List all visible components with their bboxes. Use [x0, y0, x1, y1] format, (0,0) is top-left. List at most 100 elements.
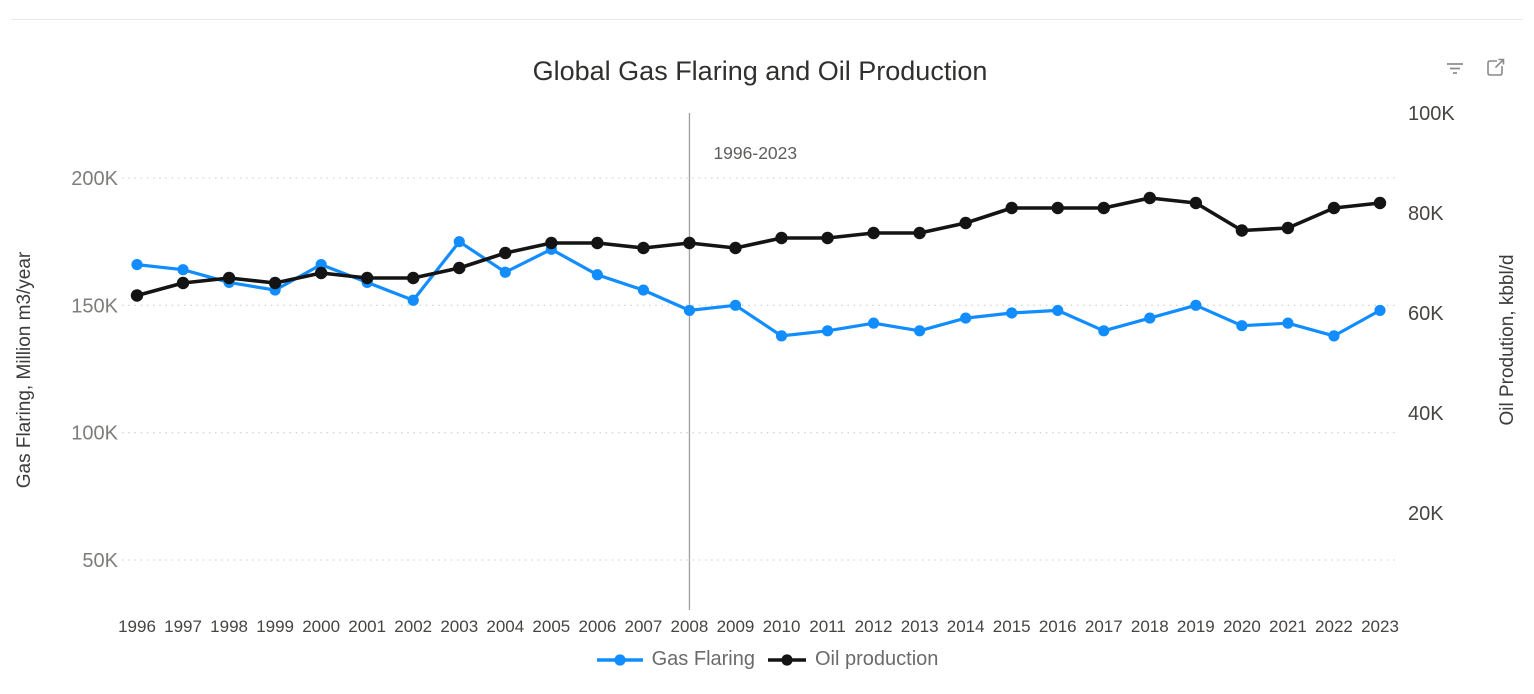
point-oil-production-2001[interactable]: [360, 271, 374, 285]
point-oil-production-2012[interactable]: [867, 226, 880, 240]
point-oil-production-2007[interactable]: [637, 241, 650, 255]
legend-label-oil-production: Oil production: [814, 648, 939, 670]
right-tick-40K: 40K: [1408, 403, 1444, 425]
point-gas-flaring-2009[interactable]: [729, 299, 742, 311]
x-tick-1996: 1996: [118, 617, 156, 636]
x-tick-1997: 1997: [164, 617, 202, 636]
point-gas-flaring-2014[interactable]: [960, 312, 972, 324]
legend: Gas Flaring Oil production: [0, 648, 1534, 671]
point-oil-production-2002[interactable]: [407, 271, 420, 285]
point-oil-production-2018[interactable]: [1143, 191, 1157, 205]
point-oil-production-2006[interactable]: [591, 236, 604, 250]
left-tick-100K: 100K: [71, 423, 118, 445]
point-gas-flaring-2020[interactable]: [1236, 320, 1248, 332]
point-gas-flaring-2004[interactable]: [499, 266, 511, 278]
x-tick-2016: 2016: [1039, 617, 1077, 636]
point-gas-flaring-2010[interactable]: [775, 330, 788, 342]
x-tick-2007: 2007: [624, 617, 662, 636]
x-tick-2008: 2008: [671, 617, 709, 636]
point-oil-production-1998[interactable]: [222, 271, 236, 285]
point-gas-flaring-1996[interactable]: [131, 258, 143, 271]
reference-line-group: 1996-2023: [688, 113, 797, 610]
point-gas-flaring-2011[interactable]: [821, 325, 834, 337]
point-oil-production-2008[interactable]: [683, 236, 696, 250]
x-tick-2020: 2020: [1223, 617, 1261, 636]
point-gas-flaring-2016[interactable]: [1052, 304, 1064, 317]
point-gas-flaring-2022[interactable]: [1328, 330, 1340, 342]
left-tick-50K: 50K: [82, 550, 118, 572]
x-tick-2000: 2000: [302, 617, 340, 636]
point-oil-production-2022[interactable]: [1327, 201, 1341, 215]
left-axis-title: Gas Flaring, Million m3/year: [14, 251, 35, 488]
point-oil-production-2013[interactable]: [913, 226, 926, 240]
point-oil-production-1999[interactable]: [268, 276, 282, 290]
point-oil-production-2016[interactable]: [1051, 201, 1064, 215]
x-tick-2003: 2003: [440, 617, 478, 636]
series-oil-production: [130, 191, 1387, 302]
point-oil-production-2015[interactable]: [1005, 201, 1018, 215]
x-tick-2004: 2004: [486, 617, 524, 636]
x-tick-2018: 2018: [1131, 617, 1169, 636]
point-gas-flaring-2013[interactable]: [914, 325, 926, 337]
point-gas-flaring-2002[interactable]: [407, 294, 419, 306]
point-gas-flaring-2007[interactable]: [637, 284, 650, 296]
point-gas-flaring-2006[interactable]: [591, 269, 603, 281]
axis-titles: Gas Flaring, Million m3/year Oil Produtio…: [14, 251, 1518, 488]
point-oil-production-2000[interactable]: [314, 266, 328, 280]
point-gas-flaring-2017[interactable]: [1098, 325, 1110, 337]
point-gas-flaring-2008[interactable]: [683, 304, 696, 317]
point-oil-production-2011[interactable]: [821, 231, 834, 245]
x-tick-2010: 2010: [763, 617, 801, 636]
point-gas-flaring-2018[interactable]: [1144, 312, 1156, 324]
gas-flaring-line: [136, 240, 1381, 338]
point-oil-production-2020[interactable]: [1235, 224, 1249, 237]
x-tick-1998: 1998: [210, 617, 248, 636]
point-oil-production-2004[interactable]: [499, 246, 512, 260]
x-tick-2023: 2023: [1361, 617, 1399, 636]
point-oil-production-1997[interactable]: [176, 276, 190, 290]
left-tick-200K: 200K: [71, 168, 118, 190]
right-tick-60K: 60K: [1408, 303, 1444, 325]
x-tick-2022: 2022: [1315, 617, 1353, 636]
point-oil-production-2014[interactable]: [959, 216, 972, 230]
point-oil-production-2021[interactable]: [1281, 221, 1295, 235]
legend-item-gas-flaring[interactable]: Gas Flaring: [596, 648, 755, 671]
right-axis-tick-labels: 100K 80K 60K 40K 20K: [1408, 103, 1455, 525]
point-oil-production-2003[interactable]: [453, 261, 466, 275]
right-tick-80K: 80K: [1408, 203, 1444, 225]
point-gas-flaring-2015[interactable]: [1006, 307, 1018, 319]
point-gas-flaring-2021[interactable]: [1282, 317, 1294, 329]
legend-item-oil-production[interactable]: Oil production: [767, 648, 938, 671]
x-tick-2012: 2012: [855, 617, 893, 636]
point-gas-flaring-2023[interactable]: [1374, 304, 1386, 317]
point-gas-flaring-2019[interactable]: [1190, 299, 1202, 311]
gridlines: [122, 177, 1396, 561]
oil-production-line: [136, 196, 1381, 298]
x-tick-2017: 2017: [1085, 617, 1123, 636]
point-gas-flaring-1997[interactable]: [177, 264, 189, 276]
x-tick-1999: 1999: [256, 617, 294, 636]
x-tick-2011: 2011: [809, 617, 846, 636]
point-oil-production-2009[interactable]: [729, 241, 742, 255]
left-tick-150K: 150K: [71, 295, 118, 317]
point-gas-flaring-2003[interactable]: [453, 236, 465, 248]
x-tick-2013: 2013: [901, 617, 939, 636]
visual-header-icons: [1445, 58, 1506, 78]
point-oil-production-2023[interactable]: [1373, 196, 1387, 210]
point-oil-production-2017[interactable]: [1097, 201, 1110, 215]
point-oil-production-1996[interactable]: [130, 289, 144, 302]
series-gas-flaring: [131, 236, 1386, 342]
filter-icon[interactable]: [1445, 59, 1465, 77]
point-oil-production-2019[interactable]: [1189, 196, 1203, 210]
focus-mode-icon[interactable]: [1485, 58, 1506, 78]
visual-top-border: [12, 19, 1522, 20]
point-oil-production-2005[interactable]: [545, 236, 558, 250]
x-axis-tick-labels: 1996 1997 1998 1999 2000 2001 2002 2003 2004 2005…: [118, 617, 1399, 636]
point-oil-production-2010[interactable]: [775, 231, 788, 245]
point-gas-flaring-2012[interactable]: [867, 317, 880, 329]
x-tick-2006: 2006: [578, 617, 616, 636]
x-tick-2021: 2021: [1269, 617, 1307, 636]
chart-title: Global Gas Flaring and Oil Production: [532, 56, 988, 86]
point-gas-flaring-2000[interactable]: [315, 258, 327, 271]
